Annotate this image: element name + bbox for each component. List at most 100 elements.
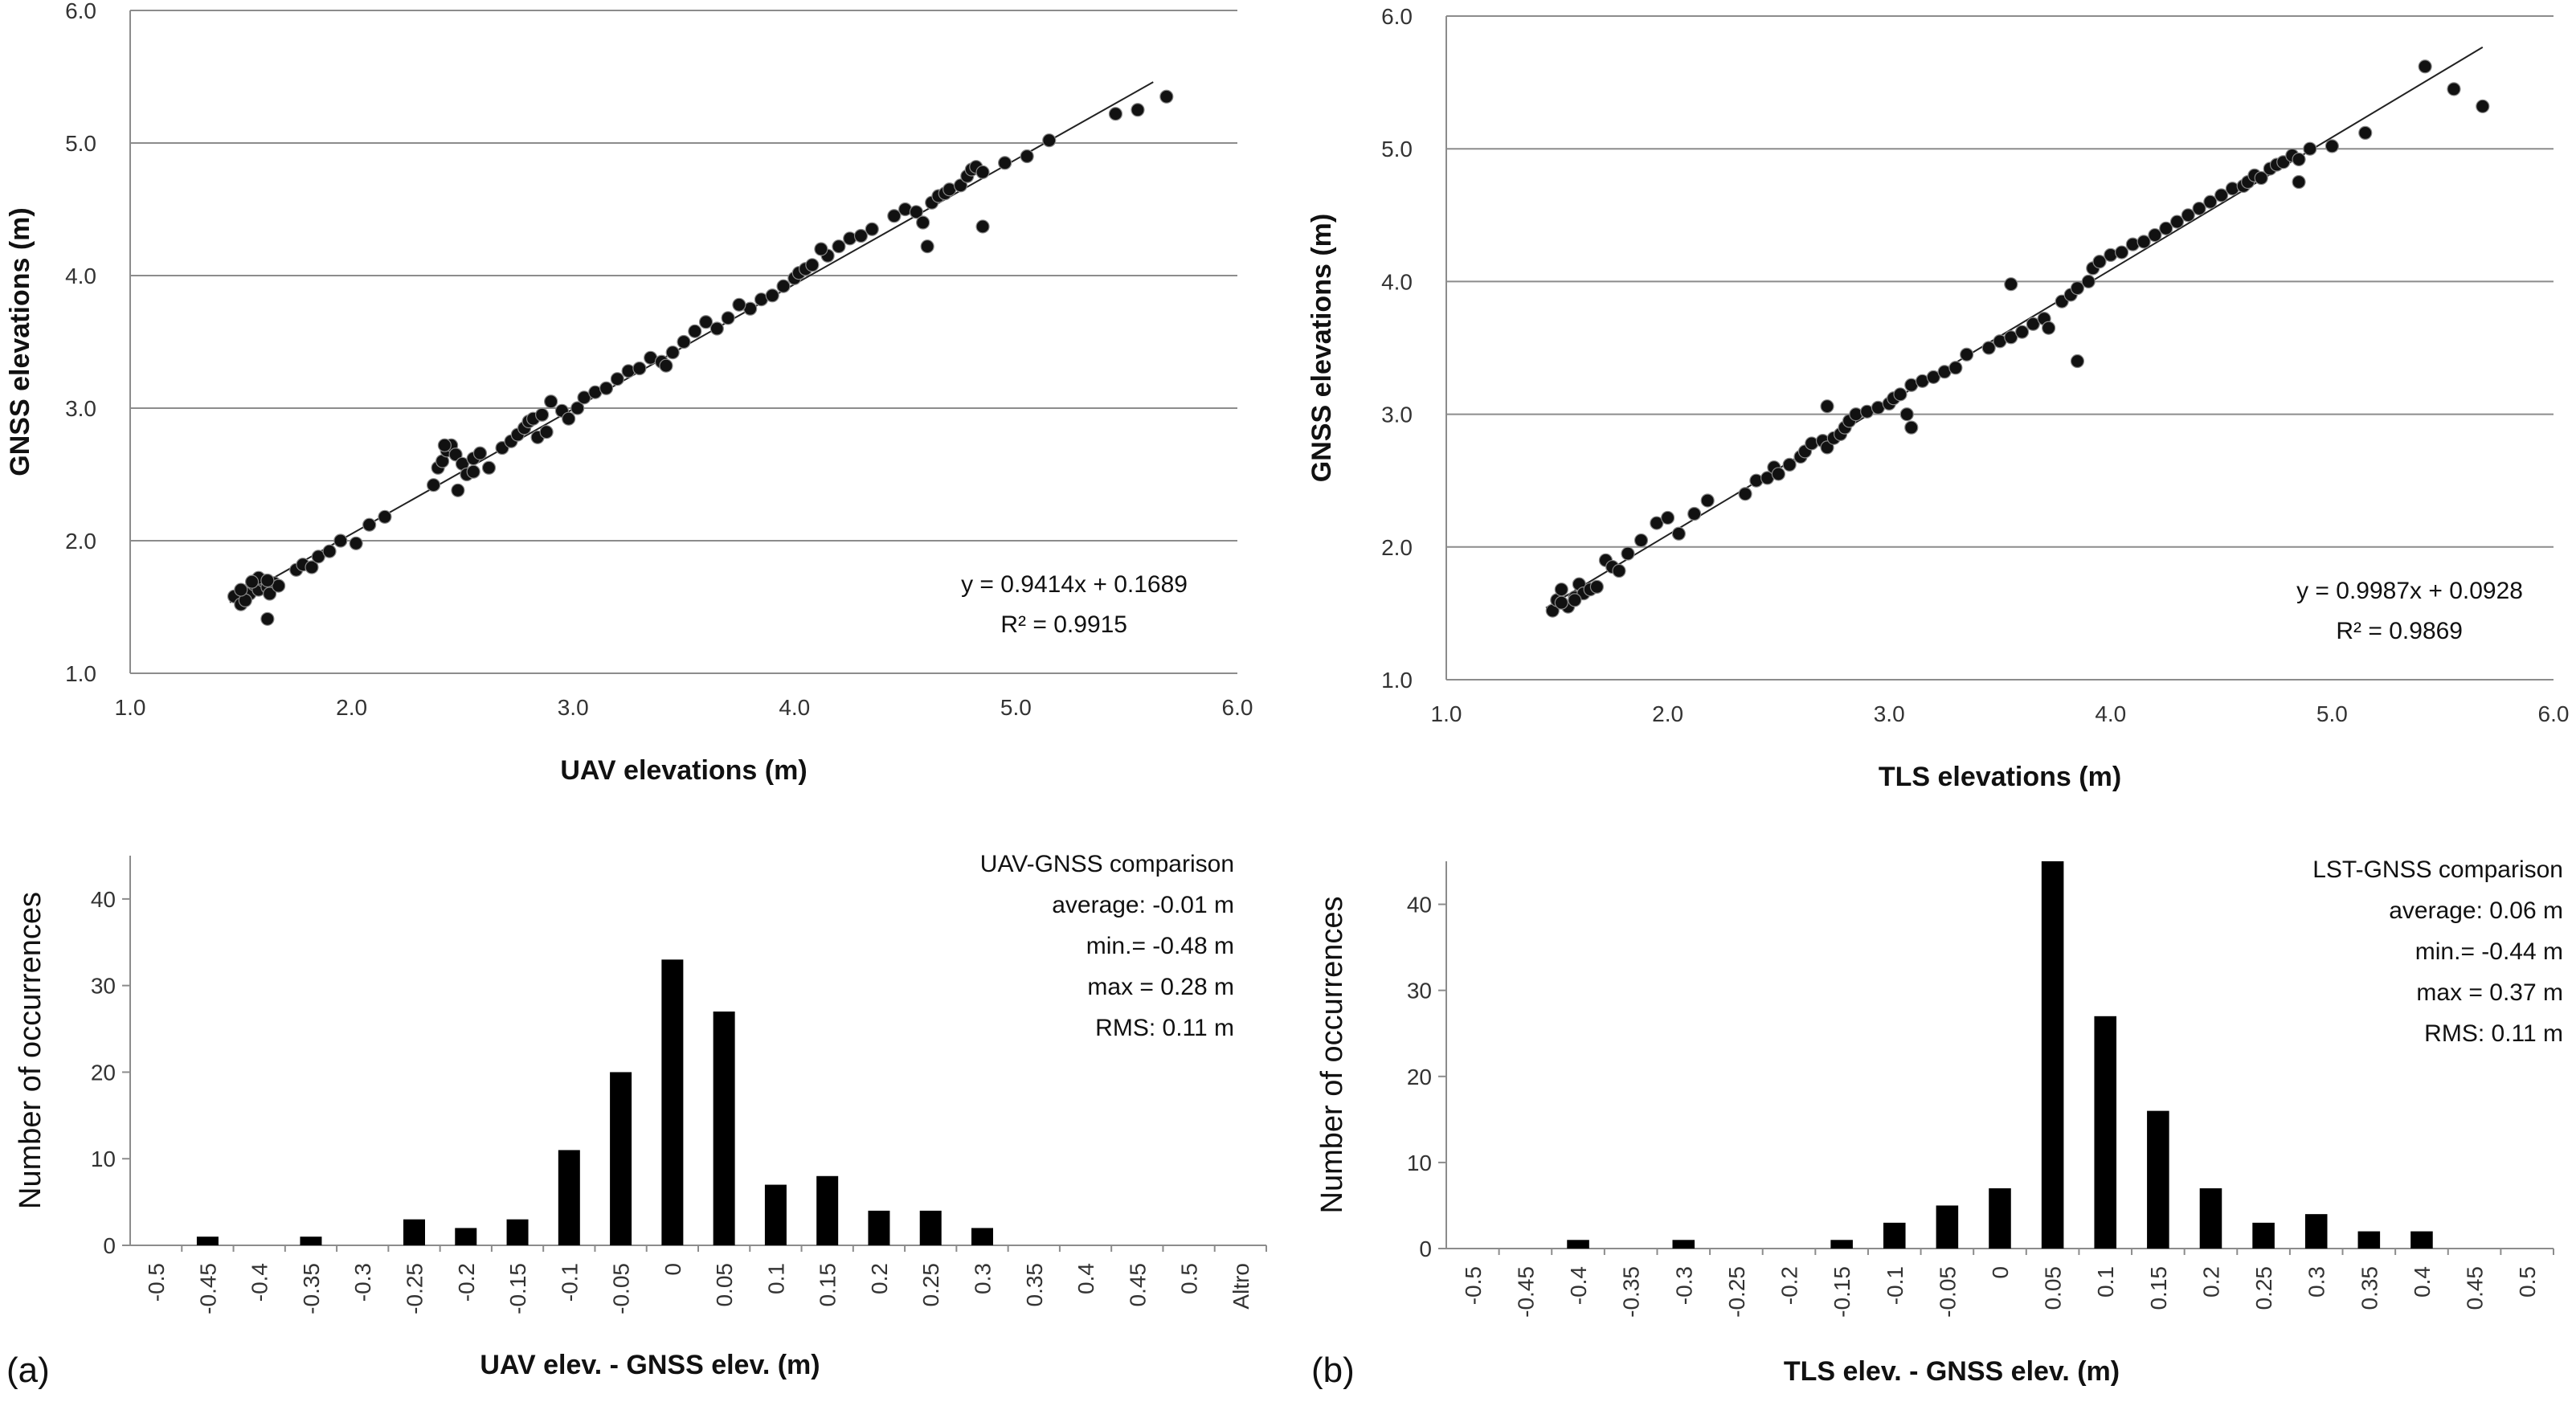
x-tick-label: 0 bbox=[1988, 1266, 2013, 1279]
data-point bbox=[1820, 399, 1834, 414]
data-point bbox=[1621, 546, 1635, 561]
data-point bbox=[2148, 227, 2162, 243]
data-point bbox=[260, 611, 275, 626]
data-point bbox=[721, 311, 735, 325]
data-point bbox=[709, 321, 724, 336]
x-tick-label: 0.2 bbox=[867, 1263, 892, 1294]
data-point bbox=[865, 222, 879, 236]
data-point bbox=[1042, 133, 1057, 148]
bar bbox=[2410, 1231, 2433, 1249]
r-squared-label: R² = 0.9915 bbox=[1000, 611, 1127, 638]
data-point bbox=[1634, 533, 1649, 548]
y-tick-label: 40 bbox=[1407, 893, 1432, 918]
data-point bbox=[2181, 208, 2195, 223]
x-tick-label: 0.25 bbox=[918, 1263, 943, 1307]
data-point bbox=[272, 578, 286, 593]
charts-container: 1.0 2.0 3.0 4.0 5.0 6.0 1.0 2.0 3.0 4.0 5.0 6.0 y = … bbox=[5, 0, 2569, 1387]
trendline-equation: y = 0.9987x + 0.0928 bbox=[2296, 578, 2523, 604]
y-axis-label: Number of occurrences bbox=[1315, 897, 1349, 1214]
data-point bbox=[599, 381, 614, 395]
y-tick-label: 10 bbox=[91, 1147, 116, 1171]
data-point bbox=[426, 478, 441, 493]
data-point bbox=[2014, 325, 2030, 339]
x-tick-label: -0.35 bbox=[1619, 1266, 1644, 1318]
x-tick-label: 0.35 bbox=[1022, 1263, 1047, 1307]
data-point bbox=[481, 460, 497, 475]
bar bbox=[1672, 1240, 1695, 1249]
data-point bbox=[333, 533, 348, 548]
y-tick-label: 30 bbox=[91, 974, 116, 999]
x-tick-label: -0.4 bbox=[1566, 1266, 1591, 1305]
data-point bbox=[1926, 370, 1940, 384]
data-point bbox=[832, 239, 846, 254]
data-point bbox=[244, 574, 260, 589]
bar bbox=[558, 1150, 580, 1245]
x-tick-label: 4.0 bbox=[2095, 701, 2126, 726]
data-point bbox=[448, 448, 463, 462]
data-point bbox=[1661, 510, 1675, 525]
data-point bbox=[1554, 595, 1568, 610]
bar bbox=[919, 1210, 942, 1245]
data-point bbox=[311, 550, 325, 564]
data-point bbox=[2004, 277, 2018, 292]
bar bbox=[2147, 1110, 2169, 1249]
stats-annotation-line: max = 0.37 m bbox=[2416, 979, 2563, 1006]
x-tick-label: -0.35 bbox=[299, 1263, 324, 1314]
data-point bbox=[659, 358, 673, 373]
x-tick-label: 0.45 bbox=[2463, 1266, 2488, 1310]
bar bbox=[2357, 1231, 2381, 1249]
x-tick-label: -0.3 bbox=[1671, 1266, 1696, 1305]
data-point bbox=[920, 239, 934, 254]
data-point bbox=[349, 536, 363, 550]
x-tick-label: 0.1 bbox=[2093, 1266, 2118, 1298]
bar bbox=[1936, 1205, 1959, 1249]
data-point bbox=[2447, 82, 2461, 96]
data-point bbox=[1131, 103, 1145, 117]
data-point bbox=[1904, 420, 1919, 435]
x-tick-label: -0.25 bbox=[403, 1263, 427, 1314]
data-point bbox=[2136, 235, 2151, 249]
x-tick-label: -0.5 bbox=[144, 1263, 169, 1302]
data-point bbox=[437, 438, 452, 452]
data-point bbox=[1108, 107, 1123, 121]
data-point bbox=[2026, 317, 2040, 331]
y-axis-label: Number of occurrences bbox=[14, 892, 47, 1209]
data-point bbox=[539, 425, 554, 439]
bar bbox=[610, 1072, 632, 1245]
stats-annotation-line: RMS: 0.11 m bbox=[1095, 1015, 1234, 1041]
y-tick-label: 30 bbox=[1407, 979, 1432, 1003]
data-point bbox=[2169, 215, 2185, 229]
stats-annotation-line: average: 0.06 m bbox=[2389, 897, 2563, 924]
y-tick-label: 20 bbox=[1407, 1065, 1432, 1089]
data-point bbox=[378, 509, 392, 524]
x-tick-label: 0.45 bbox=[1125, 1263, 1150, 1307]
x-tick-label: 2.0 bbox=[336, 695, 367, 720]
bar bbox=[1989, 1188, 2011, 1249]
data-point bbox=[2081, 274, 2096, 288]
data-point bbox=[2203, 194, 2218, 209]
data-point bbox=[1899, 407, 1914, 422]
x-tick-label: 1.0 bbox=[1431, 701, 1462, 726]
data-point bbox=[2192, 201, 2206, 216]
bar bbox=[713, 1012, 735, 1245]
bar bbox=[2041, 861, 2064, 1249]
x-tick-label: 0.05 bbox=[712, 1263, 737, 1307]
y-tick-label: 5.0 bbox=[65, 131, 96, 156]
data-point bbox=[1612, 563, 1626, 578]
data-point bbox=[2114, 245, 2129, 260]
x-tick-label: 0.15 bbox=[2146, 1266, 2171, 1310]
data-point bbox=[535, 407, 550, 422]
data-point bbox=[2042, 321, 2056, 335]
data-point bbox=[322, 544, 337, 558]
data-point bbox=[665, 345, 680, 360]
x-tick-label: 0.4 bbox=[1073, 1263, 1098, 1294]
stats-annotation-line: min.= -0.44 m bbox=[2415, 938, 2563, 965]
data-point bbox=[1960, 347, 1974, 362]
y-tick-label: 4.0 bbox=[65, 264, 96, 288]
x-tick-label: 3.0 bbox=[558, 695, 589, 720]
data-point bbox=[1020, 149, 1034, 164]
data-point bbox=[1738, 487, 1752, 501]
bar bbox=[300, 1236, 322, 1245]
x-axis-label: TLS elev. - GNSS elev. (m) bbox=[1784, 1356, 2120, 1387]
